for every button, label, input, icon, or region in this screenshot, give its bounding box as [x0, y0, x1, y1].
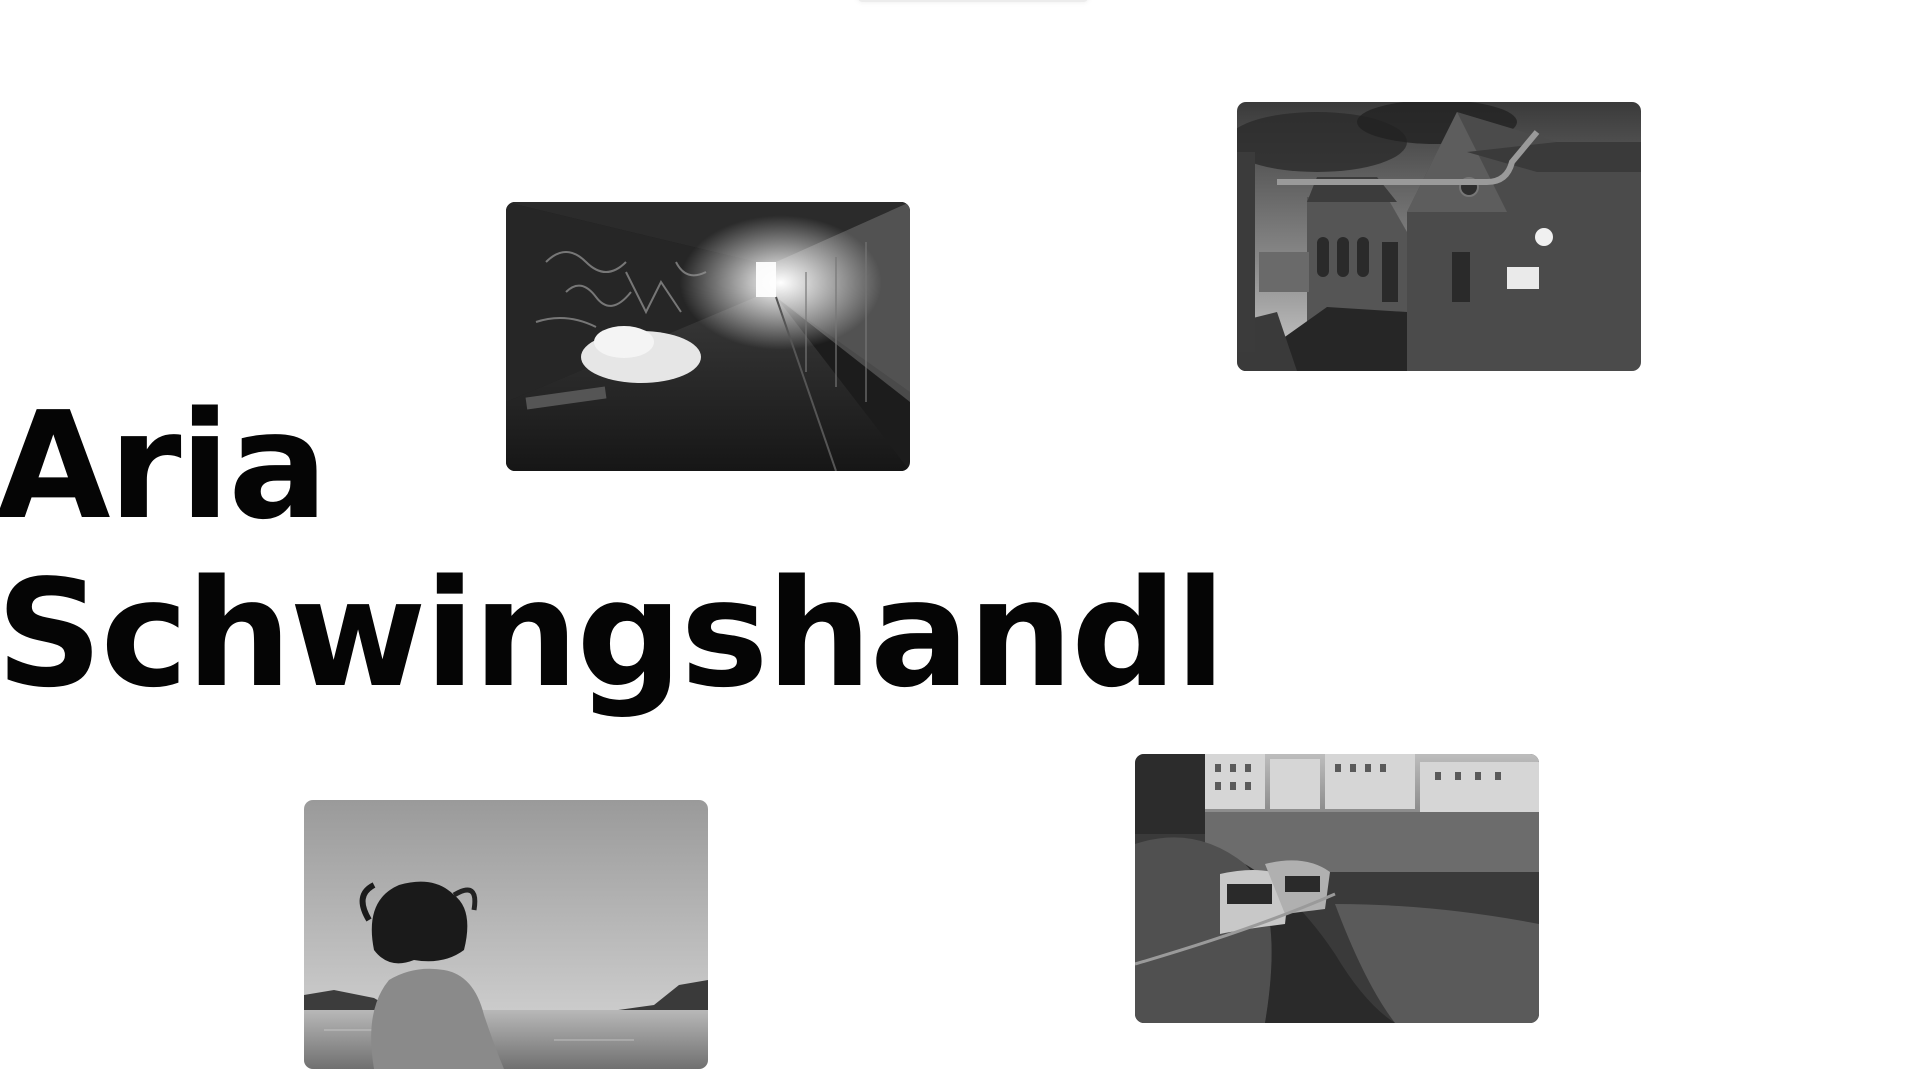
top-nav-tab[interactable] — [857, 0, 1089, 2]
gallery-photo-tunnel[interactable] — [506, 202, 910, 471]
gallery-photo-trains[interactable] — [1135, 754, 1539, 1023]
gallery-photo-lake[interactable] — [304, 800, 708, 1069]
trains-image — [1135, 754, 1539, 1023]
lake-image — [304, 800, 708, 1069]
factory-image — [1237, 102, 1641, 371]
tunnel-image — [506, 202, 910, 471]
artist-name-heading: Aria Schwingshandl — [0, 380, 1226, 720]
artist-first-name: Aria — [0, 380, 328, 552]
artist-last-name: Schwingshandl — [0, 548, 1226, 720]
gallery-photo-factory[interactable] — [1237, 102, 1641, 371]
